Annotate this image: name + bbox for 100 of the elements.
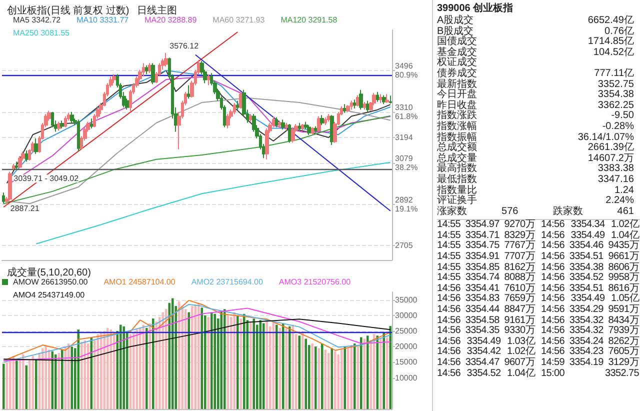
bar [330,348,334,409]
bar [171,298,174,409]
bar [112,332,116,409]
candlestick [90,118,93,129]
text: 14:55 3354.71 8329万 [437,230,535,241]
candlestick [314,126,317,134]
bar [207,316,210,409]
candlestick [307,124,311,136]
candlestick [382,94,386,105]
bar [240,318,242,409]
candlestick [278,120,282,129]
bar [363,338,366,409]
candlestick [164,52,168,67]
bar [8,358,12,409]
text: 14:56 3354.58 9161万 [437,314,535,326]
y-tick-label: 3194 [395,132,414,142]
text: 14:56 3354.52 1.04亿 [437,368,535,380]
bar [236,315,239,409]
candlestick [281,119,285,130]
candlestick [389,95,392,104]
bar [346,348,350,409]
candlestick [353,99,356,110]
bar [164,309,168,409]
bar [360,337,362,409]
bar [32,356,34,409]
candlestick [249,114,252,122]
bar [356,346,360,409]
bar [285,328,288,409]
text: 14:56 3354.44 8847万 [437,304,535,316]
text: A股成交 6652.49亿 [437,15,634,26]
bar [80,342,83,409]
candlestick [64,116,67,128]
bar [252,318,256,409]
candlestick [60,120,64,129]
text: 14:56 3354.49 1.03亿 [437,336,535,347]
bar [223,309,226,409]
y-tick-label: 3079 38.2% [395,154,418,172]
bar [77,329,80,409]
text: 399006 创业板指 [437,2,514,14]
bar [275,324,278,409]
bar [158,316,161,409]
annotation: 2887.21 [10,204,40,213]
candlestick [327,114,330,122]
bar [60,350,64,409]
legend-label: AMOW 26613950.00 [13,278,88,286]
candlestick [77,119,80,152]
candlestick [376,91,379,102]
text: 14:55 3354.85 8162万 [437,262,535,273]
candlestick [25,150,28,162]
candlestick [366,100,369,112]
bar [230,316,232,409]
candlestick [51,111,54,128]
text: MA250 3081.55 [13,28,70,38]
bar [152,318,154,409]
annotation: 3576.12 [170,41,200,50]
bar [376,336,379,409]
bar [12,356,15,409]
bar [282,323,284,409]
candlestick [34,138,38,154]
text: 14:56 3354.38 8606万 [541,262,639,273]
bar [318,348,320,409]
bar [372,334,376,409]
chart-subtitle: 日线主图 [137,4,178,16]
bar [86,343,90,409]
bar [334,351,336,409]
y-tick-label: 2705 [395,241,414,250]
text: 总成交额 2661.39亿 [437,142,634,154]
bar [327,352,330,409]
candlestick [187,84,191,100]
text: 14:56 3354.42 1.02亿 [437,346,535,358]
bar [44,345,48,409]
bar [2,364,5,409]
candlestick [236,100,239,110]
candlestick [324,116,327,126]
y-tick-label: 2892 19.1% [395,195,418,214]
bar [292,324,294,409]
candlestick [320,114,324,126]
text: 14:59 3354.19 3129万 [541,357,639,369]
bar [266,322,268,409]
bar [382,332,386,409]
bar [214,314,216,409]
text: 涨家数 576 跌家数 461 [437,206,634,217]
text: 14:56 3354.24 8262万 [541,336,639,347]
y-tick-label: 30000 [395,310,418,320]
text: 基金成交 104.52亿 [437,46,634,58]
bar [96,334,100,409]
candlestick [207,74,210,86]
bar [148,323,152,409]
text: 15:00 3352.75 [541,368,639,379]
bar [389,326,392,409]
bar [344,346,346,409]
text: 14:56 3354.51 8616万 [541,282,639,294]
candlestick [346,104,350,112]
text: 14:56 3354.51 9661万 [541,251,639,262]
line-series [3,115,391,204]
chart-title: 成交量(5,10,20,60) [7,266,91,278]
bar [210,312,213,409]
candlestick [12,163,15,170]
text: 14:56 3354.32 8434万 [541,314,639,326]
text: 14:56 3354.41 7610万 [437,282,535,294]
